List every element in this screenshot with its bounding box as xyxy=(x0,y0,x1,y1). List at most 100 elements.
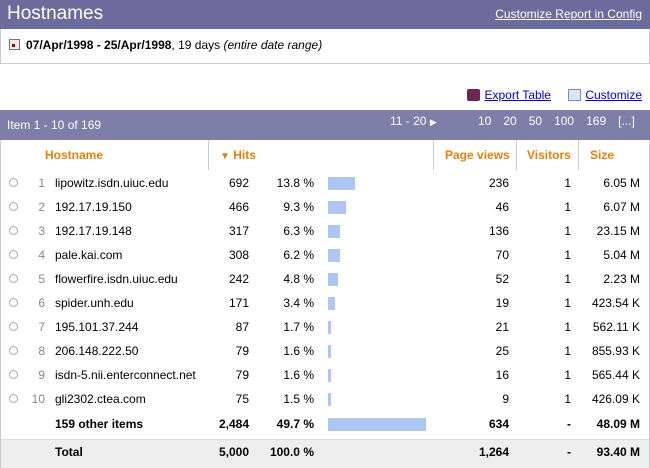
date-range-bar: 07/Apr/1998 - 25/Apr/1998, 19 days (enti… xyxy=(0,29,650,64)
hostname[interactable]: 192.17.19.150 xyxy=(55,200,132,214)
next-page-link[interactable]: 11 - 20 ▶ xyxy=(390,114,437,128)
zoom-icon[interactable] xyxy=(9,178,18,187)
calendar-icon[interactable] xyxy=(9,39,20,50)
hits: 692 xyxy=(228,176,249,190)
hits-bar xyxy=(328,177,356,190)
hits-bar xyxy=(328,321,332,334)
zoom-icon[interactable] xyxy=(9,322,18,331)
table-row: 5 flowerfire.isdn.uiuc.edu 242 4.8 % 52 1 … xyxy=(1,267,649,291)
hits-percent: 1.6 % xyxy=(283,368,314,382)
zoom-icon[interactable] xyxy=(9,250,18,259)
page-views: 236 xyxy=(488,176,509,190)
col-hostname[interactable]: Hostname xyxy=(45,148,104,162)
page-size-option[interactable]: 50 xyxy=(528,114,543,128)
visitors: - xyxy=(567,417,571,431)
hostname[interactable]: 206.148.222.50 xyxy=(55,344,139,358)
date-range: 07/Apr/1998 - 25/Apr/1998 xyxy=(26,38,172,52)
zoom-icon[interactable] xyxy=(9,298,18,307)
zoom-icon[interactable] xyxy=(9,346,18,355)
visitors: 1 xyxy=(564,320,571,334)
size: 48.09 M xyxy=(596,417,640,431)
day-count: , 19 days xyxy=(171,38,221,52)
hostname[interactable]: gli2302.ctea.com xyxy=(55,392,146,406)
zoom-icon[interactable] xyxy=(9,394,18,403)
visitors: 1 xyxy=(564,224,571,238)
page-views: 136 xyxy=(488,224,509,238)
page-views: 9 xyxy=(502,392,509,406)
page-views: 634 xyxy=(488,417,509,431)
col-hits-label: Hits xyxy=(233,148,256,162)
size: 5.04 M xyxy=(603,248,640,262)
hits-bar xyxy=(328,393,331,406)
hits: 79 xyxy=(235,344,249,358)
hits-percent: 49.7 % xyxy=(276,417,314,431)
sort-desc-icon: ▼ xyxy=(220,151,230,162)
export-icon xyxy=(467,89,481,101)
zoom-icon[interactable] xyxy=(9,370,18,379)
size: 565.44 K xyxy=(591,368,640,382)
pagination-bar: Item 1 - 10 of 169 11 - 20 ▶ 10 20 50 100 16… xyxy=(0,110,650,140)
hostname: 159 other items xyxy=(55,417,144,431)
hits-percent: 1.7 % xyxy=(283,320,314,334)
visitors: 1 xyxy=(564,296,571,310)
size: 423.54 K xyxy=(591,296,640,310)
hits: 87 xyxy=(235,320,249,334)
visitors: 1 xyxy=(564,368,571,382)
size: 426.09 K xyxy=(591,392,640,406)
hits: 466 xyxy=(228,200,249,214)
col-visitors[interactable]: Visitors xyxy=(527,148,571,162)
hostname[interactable]: flowerfire.isdn.uiuc.edu xyxy=(55,272,178,286)
hits-percent: 9.3 % xyxy=(283,200,314,214)
visitors: 1 xyxy=(564,344,571,358)
size: 93.40 M xyxy=(596,445,640,459)
page-size-option[interactable]: 20 xyxy=(503,114,517,128)
rank: 1 xyxy=(38,176,45,190)
page-size-option[interactable]: 10 xyxy=(478,114,492,128)
rank: 9 xyxy=(38,368,45,382)
hits: 317 xyxy=(228,224,249,238)
hits-bar xyxy=(328,369,332,382)
page-views: 46 xyxy=(495,200,509,214)
page-size-option[interactable]: 100 xyxy=(554,114,575,128)
page-size-option[interactable]: 169 xyxy=(586,114,607,128)
size: 855.93 K xyxy=(591,344,640,358)
rank: 5 xyxy=(38,272,45,286)
size: 2.23 M xyxy=(603,272,640,286)
hits-percent: 100.0 % xyxy=(269,445,314,459)
hostname[interactable]: 192.17.19.148 xyxy=(55,224,132,238)
customize-link[interactable]: Customize xyxy=(585,88,642,102)
hostnames-table: Hostname ▼ Hits Page views Visitors Size… xyxy=(0,140,650,468)
zoom-icon[interactable] xyxy=(9,274,18,283)
table-row: 7 195.101.37.244 87 1.7 % 21 1 562.11 K xyxy=(1,315,649,339)
rank: 7 xyxy=(38,320,45,334)
rank: 3 xyxy=(38,224,45,238)
zoom-icon[interactable] xyxy=(9,226,18,235)
hits-percent: 1.6 % xyxy=(283,344,314,358)
table-toolbar: Export Table Customize xyxy=(467,88,642,102)
hits: 171 xyxy=(228,296,249,310)
hostname[interactable]: spider.unh.edu xyxy=(55,296,134,310)
total-row: Total 5,000 100.0 % 1,264 - 93.40 M xyxy=(1,439,649,468)
zoom-icon[interactable] xyxy=(9,202,18,211)
hits-percent: 1.5 % xyxy=(283,392,314,406)
hostname[interactable]: lipowitz.isdn.uiuc.edu xyxy=(55,176,169,190)
hits-bar xyxy=(328,345,332,358)
hostname[interactable]: 195.101.37.244 xyxy=(55,320,139,334)
table-row: 6 spider.unh.edu 171 3.4 % 19 1 423.54 K xyxy=(1,291,649,315)
hits-bar xyxy=(328,273,338,286)
hits: 75 xyxy=(235,392,249,406)
page-views: 1,264 xyxy=(478,445,509,459)
hostname[interactable]: isdn-5.nii.enterconnect.net xyxy=(55,368,196,382)
rank: 6 xyxy=(38,296,45,310)
hits-bar xyxy=(328,297,335,310)
customize-report-link[interactable]: Customize Report in Config xyxy=(495,7,642,21)
col-page-views[interactable]: Page views xyxy=(445,148,510,162)
export-table-link[interactable]: Export Table xyxy=(484,88,551,102)
page-views: 70 xyxy=(495,248,509,262)
visitors: 1 xyxy=(564,392,571,406)
col-hits[interactable]: ▼ Hits xyxy=(220,148,256,162)
page-size-option[interactable]: [...] xyxy=(618,114,635,128)
hostname[interactable]: pale.kai.com xyxy=(55,248,123,262)
col-size[interactable]: Size xyxy=(590,148,615,162)
table-row: 1 lipowitz.isdn.uiuc.edu 692 13.8 % 236 1 … xyxy=(1,171,649,195)
